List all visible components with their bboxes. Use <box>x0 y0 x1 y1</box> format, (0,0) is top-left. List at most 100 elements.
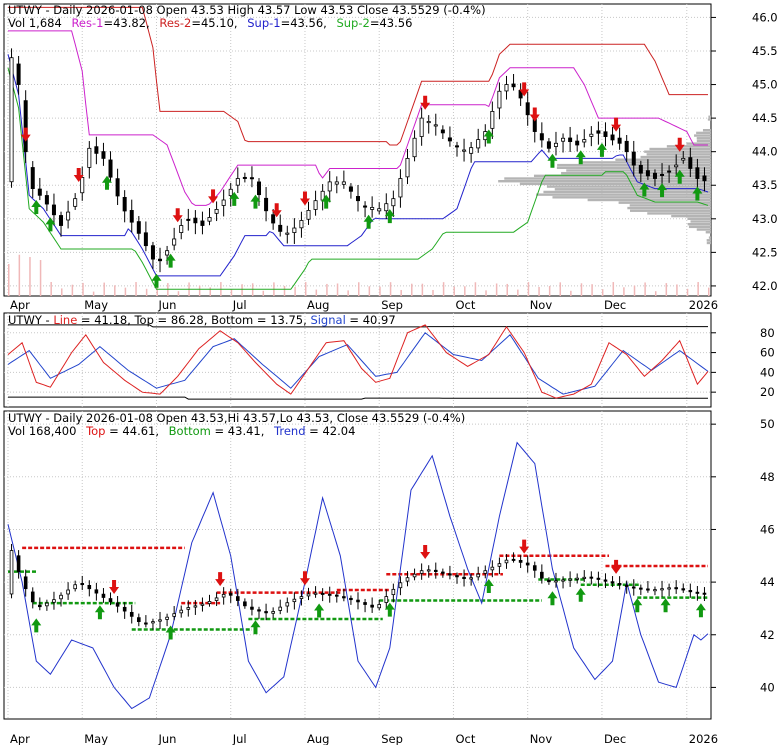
down-arrow-shape <box>299 191 310 206</box>
volume-profile-bar <box>536 193 711 196</box>
trend-x-tick-label: Apr <box>10 732 30 745</box>
volume-bar <box>495 283 498 296</box>
volume-bar <box>283 285 286 296</box>
candle-body <box>158 258 163 262</box>
candle-body <box>257 181 262 196</box>
volume-bar <box>347 290 349 296</box>
candle-body <box>80 177 85 194</box>
candle-body <box>384 203 389 212</box>
volume-bar <box>315 289 318 296</box>
volume-bar <box>230 289 233 296</box>
price-bar-body <box>313 592 318 595</box>
volume-bar <box>633 285 636 296</box>
candle-body <box>603 131 608 137</box>
down-arrow-shape <box>208 189 219 204</box>
price-y-tick-label: 45.5 <box>752 44 778 58</box>
volume-bar <box>61 288 63 296</box>
volume-bar <box>177 291 180 296</box>
trend-y-ticks: 40 42 44 46 48 50 <box>711 417 775 694</box>
up-arrow-shape <box>596 142 607 157</box>
trend-header-vol: Vol 168,400 <box>8 424 76 438</box>
volume-profile-bar <box>580 161 711 164</box>
trend-curve <box>7 441 709 710</box>
volume-bar <box>29 257 31 296</box>
candle-body <box>652 172 657 179</box>
price-bar-body <box>688 590 693 593</box>
trend-x-tick-label: Dec <box>604 732 626 745</box>
price-bar-body <box>624 584 629 587</box>
volume-profile-bar <box>627 206 711 210</box>
up-arrow <box>692 186 703 201</box>
volume-profile-bar <box>686 142 711 145</box>
trend-x-tick-label: Sep <box>381 732 403 745</box>
trend-up-arrow-shape <box>575 587 586 602</box>
trend-up-arrow-shape <box>250 620 261 635</box>
price-bar-body <box>391 588 396 596</box>
signal-arrows <box>20 82 703 288</box>
candle-body <box>37 188 42 196</box>
trend-up-arrow <box>547 591 558 606</box>
price-bar-body <box>221 593 226 598</box>
price-bar-body <box>575 577 579 580</box>
price-bar-body <box>490 566 495 571</box>
candle-body <box>370 206 375 210</box>
candle-body <box>660 173 665 176</box>
oscillator-lines <box>7 324 709 400</box>
price-bar-body <box>137 617 141 622</box>
price-bar-body <box>547 579 551 583</box>
up-arrow <box>674 169 685 184</box>
price-bar-body <box>363 602 367 605</box>
volume-bar <box>368 286 371 296</box>
candle-body <box>73 198 78 207</box>
volume-profile-bar <box>696 131 711 135</box>
volume-bar <box>474 282 477 296</box>
up-arrow-shape <box>674 169 685 184</box>
trend-up-arrow <box>695 603 706 618</box>
candle-body <box>115 178 120 197</box>
price-bar-body <box>441 571 445 574</box>
price-bar-body <box>179 609 184 614</box>
trend-down-arrow-shape <box>420 544 431 559</box>
volume-bar <box>538 286 540 296</box>
trend-down-arrow <box>215 572 226 587</box>
volume-bar <box>358 282 360 296</box>
price-grid <box>4 4 711 296</box>
price-bar-body <box>193 605 198 608</box>
candle-body <box>264 197 269 212</box>
price-bar-body <box>660 588 664 591</box>
price-bar-body <box>426 569 431 572</box>
volume-profile-bar <box>696 139 711 143</box>
price-bar-body <box>243 601 247 607</box>
price-bar-body <box>525 562 530 566</box>
volume-bar <box>654 291 657 296</box>
price-bar-body <box>639 587 643 590</box>
price-bar-body <box>596 577 601 580</box>
price-bar-body <box>469 577 473 580</box>
candle-body <box>546 141 551 149</box>
candle-body <box>101 151 106 159</box>
candle-body <box>299 220 304 229</box>
price-bar-body <box>702 592 707 595</box>
price-y-tick-label: 43.5 <box>752 178 778 192</box>
legend-sup2: Sup-2 <box>336 16 369 30</box>
volume-profile-bar <box>708 115 711 118</box>
price-header-vol: Vol 1,684 <box>8 16 62 30</box>
candle-body <box>667 170 672 173</box>
up-arrow <box>101 175 112 190</box>
volume-bar <box>304 282 307 296</box>
oscillator-y-ticks: 20 40 60 80 <box>711 326 775 399</box>
trend-down-arrow <box>109 580 120 595</box>
candle-body <box>355 196 360 202</box>
price-bar-body <box>433 569 438 572</box>
volume-profile-bar <box>696 228 711 231</box>
candle-body <box>412 137 417 158</box>
candle-body <box>553 142 558 147</box>
trend-y-tick-label: 50 <box>760 417 775 431</box>
candle-body <box>638 164 643 174</box>
candle-body <box>51 204 56 216</box>
price-x-tick-label: Aug <box>307 298 329 312</box>
price-bar-body <box>257 609 261 612</box>
candle-body <box>66 211 71 221</box>
price-bar-body <box>327 593 332 596</box>
